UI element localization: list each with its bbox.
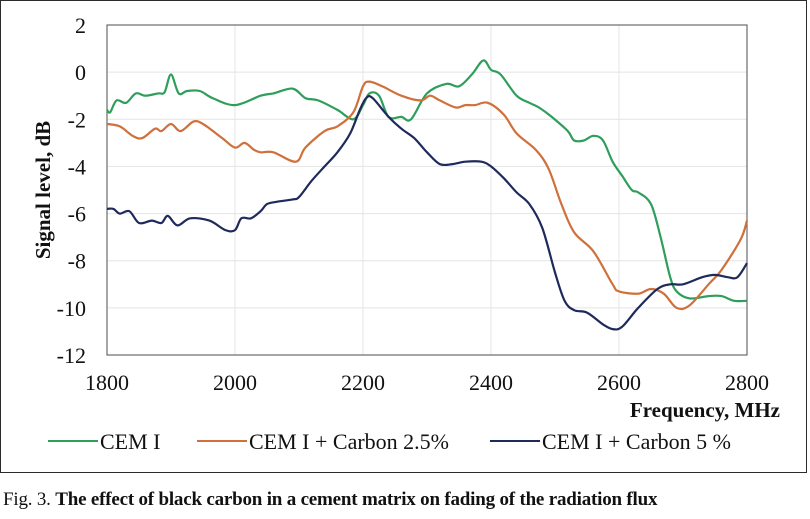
gridlines: [107, 25, 747, 355]
legend-label: CEM I + Carbon 5 %: [542, 429, 731, 454]
y-tick-label: 2: [75, 13, 86, 38]
y-tick-label: 0: [75, 60, 86, 85]
x-tick-label: 2000: [213, 370, 257, 395]
x-tick-label: 2200: [341, 370, 385, 395]
x-tick-label: 2600: [597, 370, 641, 395]
y-tick-label: -6: [68, 202, 86, 227]
y-tick-label: -12: [57, 343, 86, 368]
x-tick-label: 1800: [85, 370, 129, 395]
series-line-2: [106, 80, 749, 311]
series-line-1: [106, 59, 748, 303]
x-tick-labels: 1800 2000 2200 2400 2600 2800: [85, 370, 769, 395]
x-axis-title: Frequency, MHz: [630, 398, 780, 422]
figure-caption: Fig. 3. The effect of black carbon in a …: [3, 489, 657, 511]
y-tick-label: -4: [68, 154, 86, 179]
series-line-3: [106, 95, 748, 331]
x-tick-label: 2800: [725, 370, 769, 395]
y-tick-labels: 2 0 -2 -4 -6 -8 -10 -12: [57, 13, 86, 368]
y-tick-label: -10: [57, 296, 86, 321]
legend-label: CEM I + Carbon 2.5%: [249, 429, 449, 454]
legend: CEM I CEM I + Carbon 2.5% CEM I + Carbon 5…: [48, 429, 731, 454]
y-tick-label: -2: [68, 107, 86, 132]
figure-frame: [0, 0, 807, 473]
x-tick-label: 2400: [469, 370, 513, 395]
legend-label: CEM I: [100, 429, 161, 454]
plot-area-border: [106, 24, 748, 356]
y-tick-label: -8: [68, 249, 86, 274]
caption-prefix: Fig. 3.: [3, 489, 56, 510]
line-chart: 2 0 -2 -4 -6 -8 -10 -12 1800 2000 2200 2400 2600 280…: [31, 13, 780, 454]
series-lines: [106, 59, 749, 331]
y-axis-title: Signal level, dB: [31, 121, 55, 259]
caption-text: The effect of black carbon in a cement m…: [55, 489, 658, 510]
